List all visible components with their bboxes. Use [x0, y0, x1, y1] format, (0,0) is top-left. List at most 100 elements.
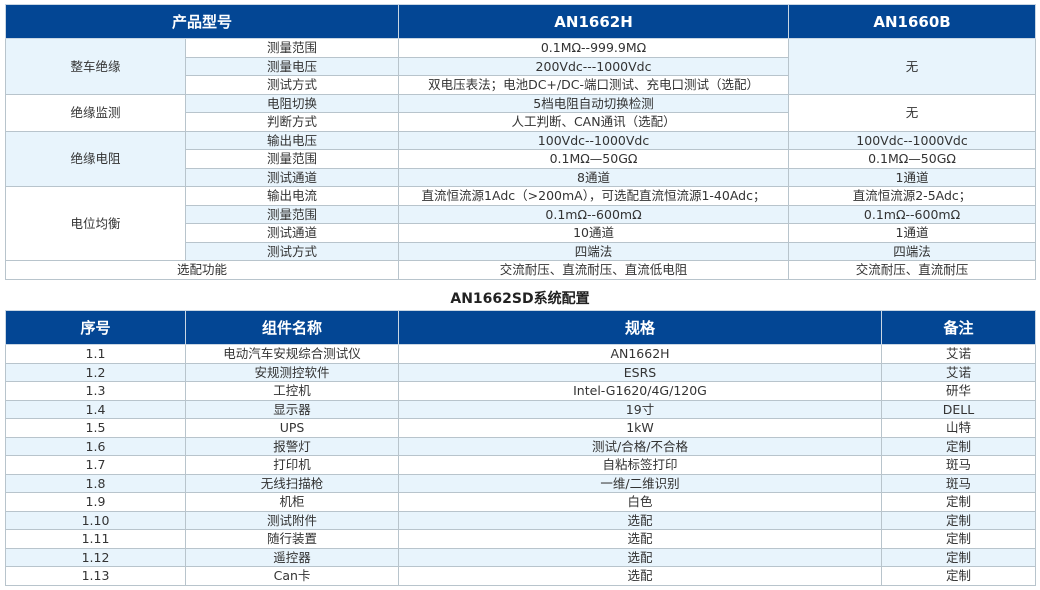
spec-item: 测试方式: [184, 75, 400, 95]
an1662h-value: 8通道: [398, 167, 790, 187]
an1662h-value: 5档电阻自动切换检测: [398, 93, 790, 113]
index-cell: 1.8: [5, 473, 186, 493]
spec-cell: AN1662H: [398, 344, 882, 364]
group-name: 绝缘监测: [5, 93, 186, 132]
spec-item: 判断方式: [184, 112, 400, 132]
spec-row: 绝缘监测 电阻切换 5档电阻自动切换检测无: [5, 93, 1037, 132]
config-row: 1.1 电动汽车安规综合测试仪 AN1662H 艾诺: [5, 344, 1036, 364]
optional-label: 选配功能: [4, 260, 400, 280]
config-row: 1.6 报警灯 测试/合格/不合格 定制: [5, 436, 1036, 456]
index-cell: 1.12: [5, 547, 186, 567]
group-name: 整车绝缘: [5, 38, 186, 95]
config-title: AN1662SD系统配置: [450, 291, 590, 307]
header-product-model: 产品型号: [4, 4, 400, 39]
spec-item: 测试方式: [184, 241, 400, 261]
header-index: 序号: [5, 310, 186, 345]
index-cell: 1.1: [5, 344, 186, 364]
spec-row: 测试通道 10通道 1通道: [6, 223, 1037, 243]
group-name: 电位均衡: [5, 186, 186, 261]
spec-cell: 测试/合格/不合格: [398, 436, 882, 456]
an1660b-value: 1通道: [788, 167, 1037, 187]
index-cell: 1.2: [5, 362, 186, 382]
an1662h-value: 0.1MΩ--999.9MΩ: [398, 38, 790, 58]
remark-cell: 定制: [881, 436, 1036, 456]
spec-row: 整车绝缘 测量范围 0.1MΩ--999.9MΩ 无: [5, 38, 1037, 95]
spec-comparison-table: 产品型号 AN1662H AN1660B 整车绝缘 测量范围 0.1MΩ--999.…: [4, 4, 1037, 280]
an1660b-value: 1通道: [788, 223, 1037, 243]
index-cell: 1.11: [5, 529, 186, 549]
an1660b-optional: 交流耐压、直流耐压: [788, 260, 1037, 280]
spec-item: 测量范围: [184, 38, 400, 58]
component-cell: 报警灯: [185, 436, 399, 456]
spec-cell: 一维/二维识别: [398, 473, 882, 493]
header-remark: 备注: [881, 310, 1036, 345]
header-an1660b: AN1660B: [788, 4, 1037, 39]
index-cell: 1.5: [5, 418, 186, 438]
component-cell: 随行装置: [185, 529, 399, 549]
spec-row: 测试方式 双电压表法；电池DC+/DC-端口测试、充电口测试（选配）: [6, 75, 1036, 95]
config-row: 1.3 工控机 Intel-G1620/4G/120G 研华: [5, 381, 1036, 401]
remark-cell: 艾诺: [881, 344, 1036, 364]
config-row: 1.9 机柜 白色 定制: [5, 492, 1036, 512]
config-row: 1.7 打印机 自粘标签打印 斑马: [5, 455, 1036, 475]
spec-cell: 自粘标签打印: [398, 455, 882, 475]
config-row: 1.5 UPS 1kW 山特: [5, 418, 1036, 438]
spec-row: 测试通道 8通道 1通道: [6, 167, 1037, 187]
component-cell: 测试附件: [185, 510, 399, 530]
component-cell: 安规测控软件: [185, 362, 399, 382]
remark-cell: 研华: [881, 381, 1036, 401]
spec-item: 测量电压: [184, 56, 400, 76]
an1662h-value: 人工判断、CAN通讯（选配）: [398, 112, 790, 132]
spec-item: 输出电流: [184, 186, 400, 206]
spec-row: 测量范围 0.1mΩ--600mΩ 0.1mΩ--600mΩ: [6, 204, 1037, 224]
remark-cell: 斑马: [881, 473, 1036, 493]
component-cell: 无线扫描枪: [185, 473, 399, 493]
an1660b-value: 四端法: [788, 241, 1037, 261]
remark-cell: 定制: [881, 492, 1036, 512]
component-cell: 机柜: [185, 492, 399, 512]
spec-item: 输出电压: [184, 130, 400, 150]
header-spec: 规格: [398, 310, 882, 345]
spec-cell: 选配: [398, 566, 882, 586]
component-cell: 电动汽车安规综合测试仪: [185, 344, 399, 364]
remark-cell: 定制: [881, 566, 1036, 586]
spec-cell: 19寸: [398, 399, 882, 419]
spec-cell: Intel-G1620/4G/120G: [398, 381, 882, 401]
an1662h-optional: 交流耐压、直流耐压、直流低电阻: [398, 260, 790, 280]
component-cell: 遥控器: [185, 547, 399, 567]
system-config-table: 序号 组件名称 规格 备注 1.1 电动汽车安规综合测试仪 AN1662H 艾诺 1.2…: [5, 310, 1036, 586]
spec-cell: 选配: [398, 529, 882, 549]
spec-row: 测量电压 200Vdc---1000Vdc: [6, 56, 1036, 76]
config-header-row: 序号 组件名称 规格 备注: [5, 310, 1036, 345]
an1662h-value: 0.1MΩ—50GΩ: [398, 149, 790, 169]
spec-item: 测试通道: [184, 223, 400, 243]
spec-row: 判断方式 人工判断、CAN通讯（选配）: [6, 112, 1036, 132]
an1662h-value: 100Vdc--1000Vdc: [398, 130, 790, 150]
spec-item: 电阻切换: [184, 93, 400, 113]
config-row: 1.12 遥控器 选配 定制: [5, 547, 1036, 567]
component-cell: Can卡: [185, 566, 399, 586]
group-name: 绝缘电阻: [5, 130, 186, 187]
spec-cell: ESRS: [398, 362, 882, 382]
spec-item: 测试通道: [184, 167, 400, 187]
remark-cell: 山特: [881, 418, 1036, 438]
spec-header-row: 产品型号 AN1662H AN1660B: [4, 4, 1037, 39]
header-an1662h: AN1662H: [398, 4, 790, 39]
an1662h-value: 四端法: [398, 241, 790, 261]
config-row: 1.4 显示器 19寸 DELL: [5, 399, 1036, 419]
config-row: 1.2 安规测控软件 ESRS 艾诺: [5, 362, 1036, 382]
config-row: 1.10 测试附件 选配 定制: [5, 510, 1036, 530]
an1660b-value: 0.1MΩ—50GΩ: [788, 149, 1037, 169]
remark-cell: 斑马: [881, 455, 1036, 475]
an1662h-value: 双电压表法；电池DC+/DC-端口测试、充电口测试（选配）: [398, 75, 790, 95]
remark-cell: 艾诺: [881, 362, 1036, 382]
component-cell: 工控机: [185, 381, 399, 401]
remark-cell: 定制: [881, 547, 1036, 567]
spec-cell: 1kW: [398, 418, 882, 438]
index-cell: 1.7: [5, 455, 186, 475]
index-cell: 1.10: [5, 510, 186, 530]
spec-row: 绝缘电阻 输出电压 100Vdc--1000Vdc 100Vdc--1000Vdc: [5, 130, 1037, 187]
spec-row: 电位均衡 输出电流 直流恒流源1Adc（>200mA），可选配直流恒流源1-40Ad…: [5, 186, 1037, 261]
remark-cell: 定制: [881, 529, 1036, 549]
component-cell: UPS: [185, 418, 399, 438]
